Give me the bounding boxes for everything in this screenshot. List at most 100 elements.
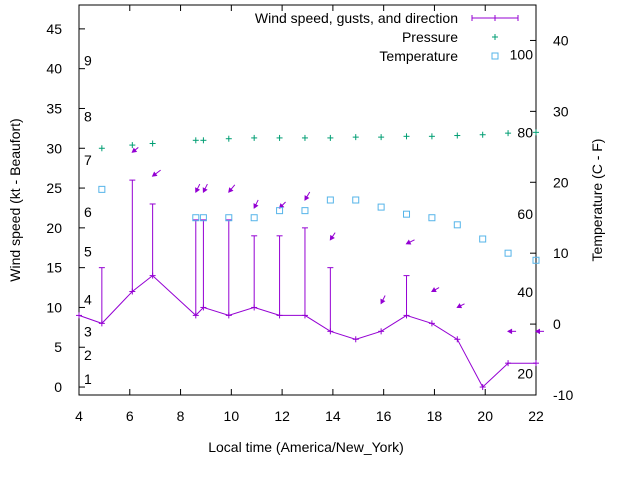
wind-speed-point (76, 312, 82, 319)
legend: Wind speed, gusts, and direction Pressur… (255, 10, 519, 64)
temperature-point (98, 185, 106, 193)
y-tick-label: 10 (46, 299, 62, 315)
pressure-point (505, 130, 512, 137)
direction-arrow-head (304, 195, 310, 201)
fahrenheit-label: 80 (517, 125, 533, 141)
beaufort-label: 2 (84, 347, 92, 363)
pressure-point (192, 137, 199, 144)
y2-tick-label: 30 (553, 103, 569, 119)
beaufort-label: 3 (84, 323, 92, 339)
y-tick-label: 35 (46, 100, 62, 116)
x-tick-label: 8 (177, 408, 185, 424)
beaufort-label: 9 (84, 53, 92, 69)
x-tick-label: 12 (274, 408, 290, 424)
fahrenheit-label: 20 (517, 366, 533, 382)
legend-sample-temperature (491, 52, 499, 60)
beaufort-label: 4 (84, 291, 92, 307)
x-tick-label: 6 (126, 408, 134, 424)
temperature-point (377, 203, 385, 211)
y-tick-label: 0 (54, 379, 62, 395)
temperature-point (250, 214, 258, 222)
legend-label-wind: Wind speed, gusts, and direction (255, 10, 458, 26)
temperature-point (192, 214, 200, 222)
y2-tick-label: 0 (553, 316, 561, 332)
y-axis-label: Wind speed (kt - Beaufort) (7, 118, 23, 281)
wind-speed-point (533, 360, 539, 367)
fahrenheit-label: 60 (517, 206, 533, 222)
direction-arrow-head (380, 298, 386, 305)
x-tick-label: 20 (477, 408, 493, 424)
x-tick-label: 4 (75, 408, 83, 424)
fahrenheit-label: 40 (517, 284, 533, 300)
pressure-point (327, 134, 334, 141)
y-tick-label: 25 (46, 180, 62, 196)
beaufort-label: 1 (84, 371, 92, 387)
pressure-point (378, 134, 385, 141)
temperature-point (225, 214, 233, 222)
pressure-point (352, 134, 359, 141)
direction-arrow-head (329, 234, 335, 241)
beaufort-label: 5 (84, 244, 92, 260)
pressure-point (301, 134, 308, 141)
wind-speed-point (479, 384, 486, 391)
pressure-point (129, 142, 136, 149)
direction-arrow-head (405, 239, 412, 245)
direction-arrow-head (534, 328, 541, 335)
x-tick-label: 18 (427, 408, 443, 424)
x-tick-label: 14 (325, 408, 341, 424)
pressure-point (251, 134, 258, 141)
direction-arrow-head (456, 303, 463, 309)
beaufort-label: 6 (84, 204, 92, 220)
plot-frame (78, 4, 537, 396)
y-tick-label: 5 (54, 339, 62, 355)
temperature-point (504, 249, 512, 257)
wind-speed-point (378, 328, 385, 335)
y2-axis-label: Temperature (C - F) (589, 139, 605, 262)
temperature-point (326, 196, 334, 204)
y-tick-label: 40 (46, 61, 62, 77)
x-axis-label: Local time (America/New_York) (208, 439, 404, 455)
pressure-point (533, 129, 539, 136)
direction-arrow-head (430, 287, 437, 293)
y-tick-label: 30 (46, 140, 62, 156)
x-tick-label: 10 (224, 408, 240, 424)
pressure-point (225, 135, 232, 142)
wind-speed-point (505, 360, 512, 367)
plot-area (78, 4, 537, 396)
legend-label-pressure: Pressure (402, 29, 458, 45)
temperature-point (428, 214, 436, 222)
wind-speed-point (454, 336, 461, 343)
y2-tick-label: 20 (553, 174, 569, 190)
axis-labels: Local time (America/New_York) Wind speed… (7, 118, 605, 455)
axis-ticks: 4 6 8 10 12 14 16 18 20 22051015202530354045-1001… (46, 5, 573, 424)
pressure-point (454, 132, 461, 139)
pressure-point (403, 133, 410, 140)
pressure-point (98, 145, 105, 152)
wind-speed-point (352, 336, 359, 343)
series-area (76, 129, 544, 391)
y2-tick-label: 10 (553, 245, 569, 261)
temperature-point (352, 196, 360, 204)
legend-label-temperature: Temperature (379, 48, 458, 64)
x-tick-label: 22 (528, 408, 544, 424)
direction-arrow-head (228, 187, 234, 193)
pressure-point (479, 131, 486, 138)
temperature-point (453, 221, 461, 229)
direction-arrow-head (151, 171, 158, 177)
pressure-point (149, 140, 156, 147)
x-tick-label: 16 (376, 408, 392, 424)
direction-arrow-head (202, 187, 208, 193)
y-tick-label: 15 (46, 260, 62, 276)
wind-speed-line (78, 274, 536, 388)
pressure-point (200, 137, 207, 144)
wind-speed-point (428, 320, 435, 327)
fahrenheit-label: 100 (510, 47, 534, 63)
y-tick-label: 45 (46, 21, 62, 37)
temperature-point (276, 207, 284, 215)
temperature-point (479, 235, 487, 243)
y2-tick-label: -10 (553, 387, 573, 403)
temperature-point (532, 256, 540, 264)
temperature-point (301, 207, 309, 215)
direction-arrow-head (131, 147, 138, 153)
